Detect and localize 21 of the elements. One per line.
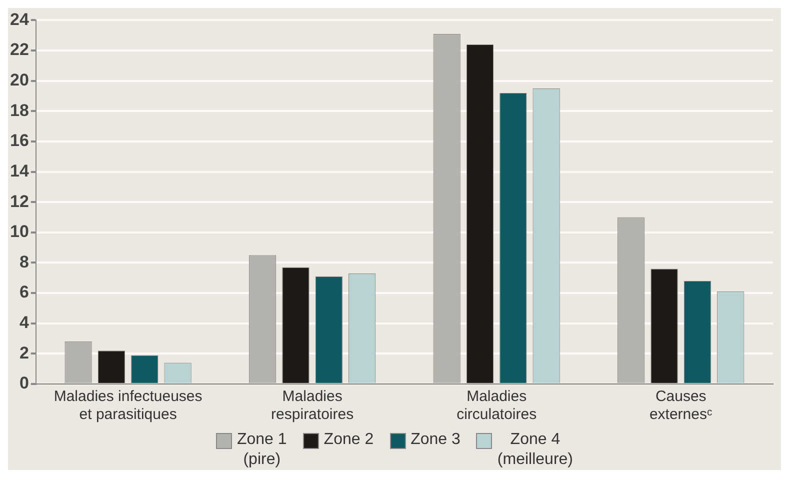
y-tick-label: 14 [10,161,30,180]
y-tick-label: 20 [10,70,29,90]
x-tick-label: Maladies circulatoires [456,388,537,424]
y-tick-label: 8 [19,252,29,272]
y-tick-label: 18 [10,100,29,120]
y-tick-label: 4 [19,313,30,332]
legend-label: Zone 1 (pire) [236,430,287,470]
y-tick-label: 12 [10,192,29,211]
y-tick-label: 16 [10,131,29,150]
legend-label: Zone 4 (meilleure) [497,430,573,470]
x-tick-label: Causes externesᶜ [649,388,712,424]
x-tick-label: Maladies respiratoires [271,388,354,424]
y-tick-label: 10 [10,222,29,242]
y-tick-label: 22 [10,40,29,60]
legend-label: Zone 3 [410,430,460,450]
legend-label: Zone 2 [324,430,374,450]
y-tick-label: 0 [19,374,29,393]
y-tick-label: 2 [19,343,29,362]
y-tick-label: 6 [19,282,29,302]
x-tick-label: Maladies infectueuses et parasitiques [54,388,202,424]
y-tick-label: 24 [10,10,30,29]
